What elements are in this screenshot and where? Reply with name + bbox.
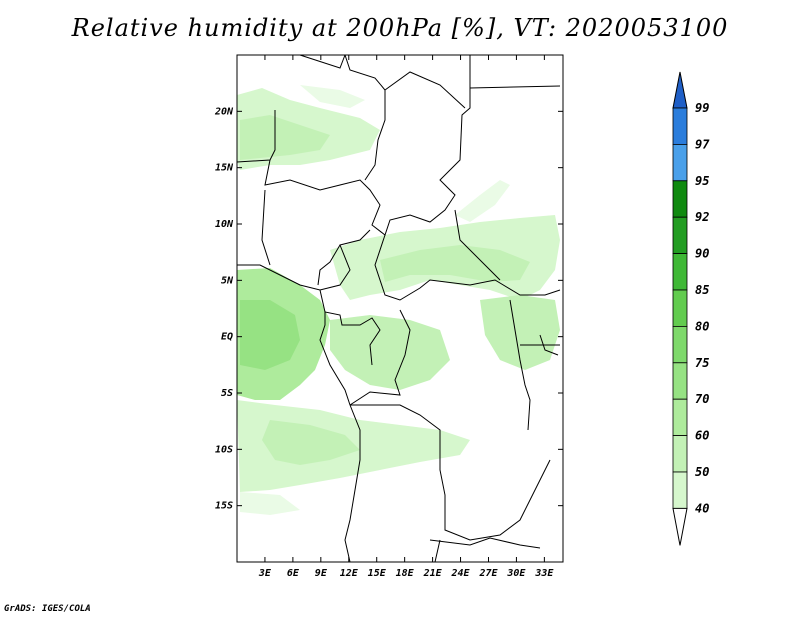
lon-label: 30E — [506, 568, 526, 579]
colorbar-top-arrow — [672, 71, 688, 109]
colorbar-segment — [672, 362, 688, 400]
lon-label: 6E — [287, 568, 300, 579]
colorbar-bottom-arrow — [672, 507, 688, 546]
colorbar-segment — [672, 325, 688, 364]
humidity-area-southwest-core — [262, 420, 360, 465]
border-line — [350, 404, 551, 541]
humidity-area-north-patch — [300, 85, 365, 108]
lon-label: 3E — [258, 568, 272, 579]
colorbar-segment — [672, 216, 688, 254]
border-line — [434, 539, 441, 563]
border-line — [237, 229, 371, 291]
border-line — [454, 209, 501, 281]
colorbar-label: 92 — [695, 210, 709, 224]
border-line — [261, 189, 271, 266]
lat-label: 20N — [214, 106, 234, 117]
border-line — [384, 71, 466, 109]
latitude-ticks: 20N 15N 10N 5N EQ 5S 10S 15S — [214, 106, 563, 512]
border-line — [349, 309, 411, 406]
lon-label: 18E — [396, 568, 415, 579]
lon-label: 9E — [315, 568, 328, 579]
colorbar: 99 97 95 92 90 85 80 75 70 60 50 40 — [672, 71, 710, 546]
humidity-area-east — [480, 295, 560, 370]
border-line — [317, 244, 341, 286]
lon-label: 24E — [451, 568, 471, 579]
colorbar-label: 40 — [695, 501, 709, 515]
colorbar-label: 75 — [695, 356, 709, 370]
colorbar-segment — [672, 398, 688, 437]
longitude-ticks: 3E 6E 9E 12E 15E 18E 21E 24E 27E 30E 33E — [258, 55, 554, 579]
map-frame — [236, 54, 564, 563]
border-line — [509, 299, 531, 431]
border-line — [299, 54, 346, 69]
colorbar-segment — [672, 253, 688, 291]
colorbar-label: 95 — [695, 174, 709, 188]
colorbar-segment — [672, 143, 688, 182]
country-borders — [236, 54, 561, 563]
border-line — [344, 404, 361, 563]
colorbar-label: 85 — [695, 283, 709, 297]
lat-label: 15S — [215, 501, 233, 512]
border-line — [319, 312, 351, 406]
lon-label: 27E — [478, 568, 498, 579]
colorbar-segment — [672, 180, 688, 218]
lat-label: 10N — [215, 219, 234, 230]
border-line — [374, 234, 561, 301]
colorbar-label: 90 — [695, 247, 709, 261]
border-line — [539, 334, 559, 356]
lon-label: 33E — [534, 568, 554, 579]
humidity-area-northeast — [455, 180, 510, 222]
chart-title: Relative humidity at 200hPa [%], VT: 202… — [71, 14, 729, 42]
border-line — [429, 537, 541, 549]
lat-label: EQ — [221, 332, 233, 343]
lat-label: 15N — [215, 163, 234, 174]
border-line — [469, 85, 561, 89]
humidity-area-gulf-core — [240, 300, 300, 370]
humidity-shading — [237, 85, 560, 515]
lat-label: 5N — [221, 275, 234, 286]
lon-label: 12E — [340, 568, 359, 579]
colorbar-segment — [672, 471, 688, 509]
border-line — [264, 55, 471, 236]
colorbar-label: 60 — [695, 429, 709, 443]
humidity-area-northwest-core — [240, 115, 330, 160]
colorbar-label: 80 — [695, 319, 709, 333]
humidity-area-south-patch — [240, 492, 300, 515]
lat-label: 5S — [221, 388, 233, 399]
colorbar-label: 97 — [695, 137, 710, 151]
colorbar-segment — [672, 289, 688, 327]
colorbar-label: 50 — [695, 465, 709, 479]
lon-label: 21E — [423, 568, 443, 579]
colorbar-segment — [672, 107, 688, 145]
colorbar-segment — [672, 435, 688, 473]
lat-label: 10S — [215, 444, 233, 455]
border-line — [319, 289, 381, 366]
border-line — [236, 110, 276, 163]
colorbar-label: 99 — [695, 101, 709, 115]
border-line — [344, 54, 386, 181]
credit-text: GrADS: IGES/COLA — [4, 604, 91, 614]
colorbar-label: 70 — [695, 392, 709, 406]
humidity-area-congo — [330, 315, 450, 390]
lon-label: 15E — [368, 568, 387, 579]
